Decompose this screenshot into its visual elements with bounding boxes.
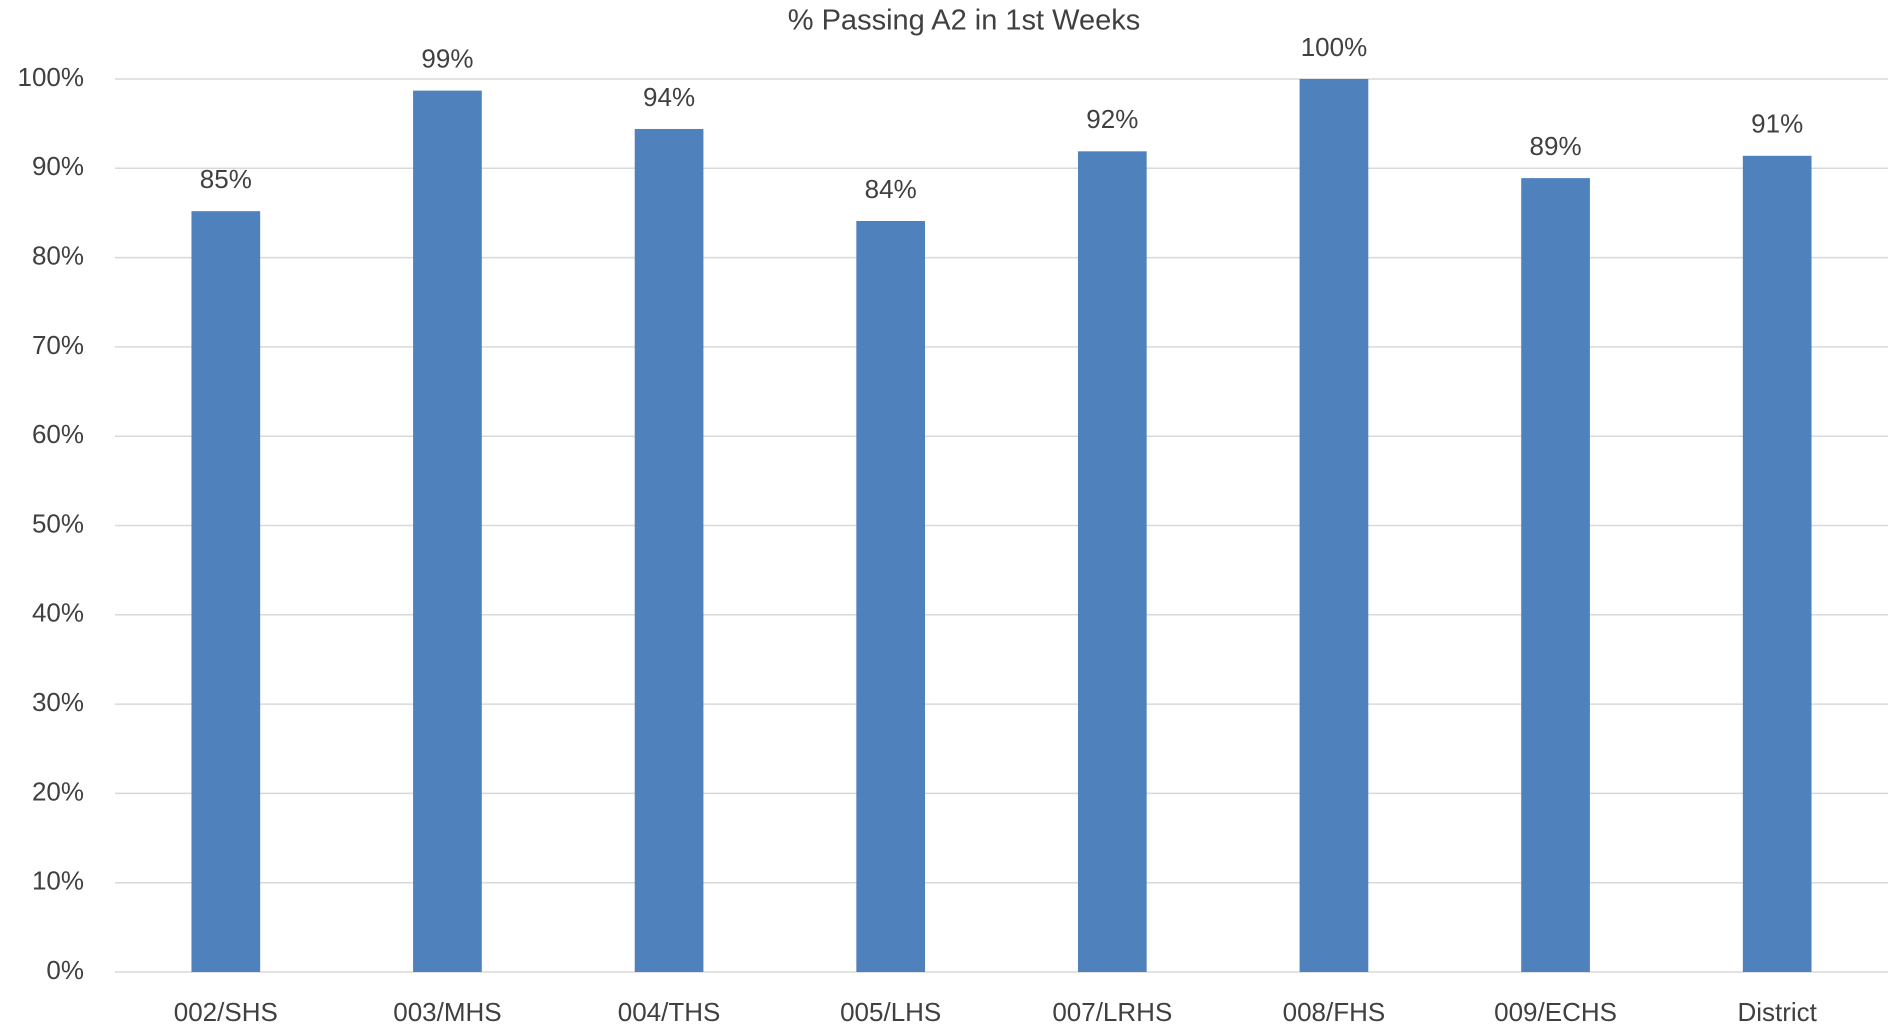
y-tick-label: 50%: [32, 508, 84, 538]
y-tick-label: 0%: [46, 955, 84, 985]
x-tick-label: 009/ECHS: [1494, 997, 1617, 1027]
x-tick-label: 008/FHS: [1283, 997, 1386, 1027]
y-tick-label: 70%: [32, 330, 84, 360]
value-label: 91%: [1751, 109, 1803, 139]
bar: [1521, 178, 1590, 973]
y-tick-label: 30%: [32, 687, 84, 717]
value-label: 85%: [200, 164, 252, 194]
x-tick-label: 005/LHS: [840, 997, 941, 1027]
bar: [191, 211, 261, 972]
value-label: 92%: [1086, 104, 1138, 134]
y-tick-label: 40%: [32, 598, 84, 628]
x-tick-label: 003/MHS: [393, 997, 501, 1027]
value-label: 84%: [865, 174, 917, 204]
x-tick-label: District: [1737, 997, 1817, 1027]
y-tick-label: 10%: [32, 866, 84, 896]
value-label: 100%: [1301, 32, 1368, 62]
bar: [1299, 79, 1369, 972]
y-tick-label: 20%: [32, 776, 84, 806]
bar: [413, 90, 482, 972]
x-tick-label: 002/SHS: [174, 997, 278, 1027]
y-tick-label: 60%: [32, 419, 84, 449]
value-label: 99%: [421, 43, 473, 73]
value-label: 89%: [1530, 131, 1582, 161]
bar: [1077, 151, 1147, 972]
bar: [856, 220, 926, 972]
x-tick-label: 007/LRHS: [1052, 997, 1172, 1027]
chart-title: % Passing A2 in 1st Weeks: [788, 5, 1140, 37]
bar: [634, 129, 704, 972]
value-label: 94%: [643, 82, 695, 112]
bar: [1742, 155, 1812, 973]
y-tick-label: 80%: [32, 240, 84, 270]
y-tick-label: 90%: [32, 151, 84, 181]
y-tick-label: 100%: [18, 62, 85, 92]
x-tick-label: 004/THS: [618, 997, 721, 1027]
